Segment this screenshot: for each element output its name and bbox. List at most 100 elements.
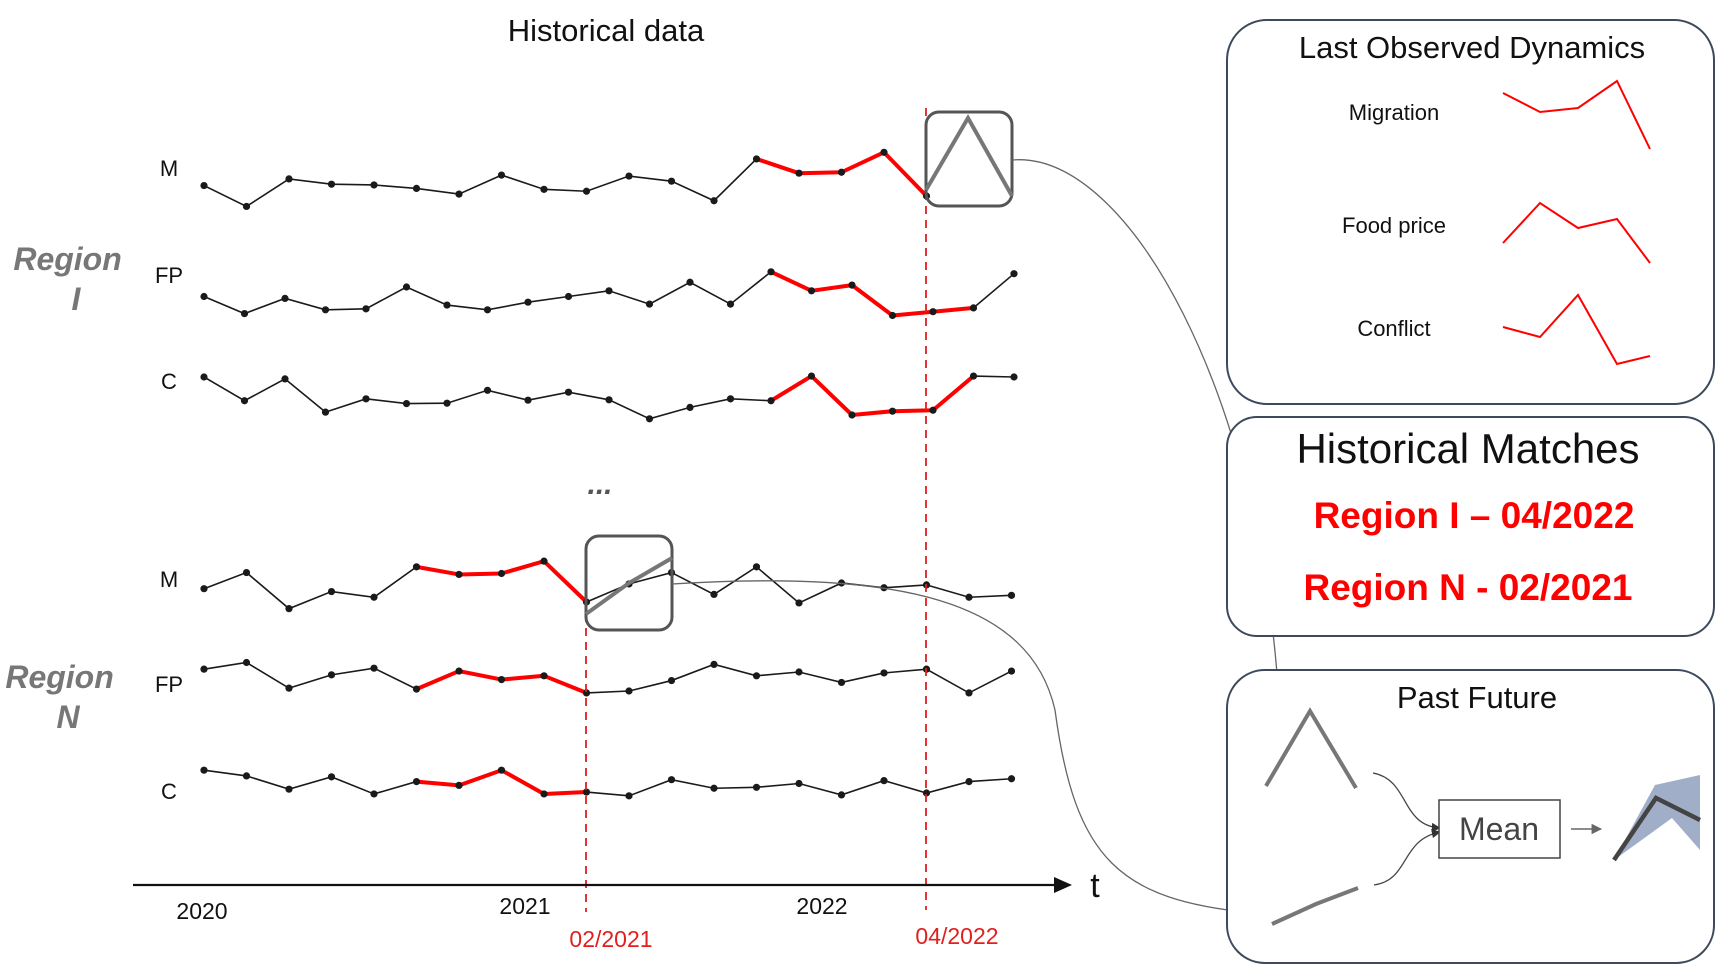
series-point-region-n-fp: [795, 668, 803, 676]
series-point-region-n-fp: [582, 689, 591, 697]
series-point-region-n-fp: [625, 687, 633, 695]
series-point-region-n-c: [582, 788, 591, 796]
year-label-2021: 2021: [499, 893, 550, 919]
series-point-region-n-fp: [412, 685, 421, 693]
series-point-region-1-fp: [524, 298, 532, 306]
series-point-region-n-c: [667, 776, 676, 784]
historical-matches-panel-frame: [1226, 416, 1715, 637]
snippet-box-region-n: [584, 534, 674, 632]
past-future-title: Past Future: [1397, 680, 1557, 715]
series-line-region-1-m: [203, 151, 928, 208]
series-point-region-1-fp: [1010, 270, 1018, 278]
series-point-region-1-fp: [362, 305, 370, 313]
series-point-region-n-c: [242, 772, 251, 780]
snippet-box-region-1-curve: [924, 113, 1014, 197]
series-point-region-n-m: [965, 593, 973, 601]
series-line-region-n-c: [203, 769, 1012, 797]
series-point-region-n-c: [412, 778, 421, 786]
series-point-region-1-m: [242, 202, 251, 211]
series-point-region-n-c: [540, 790, 548, 798]
series-point-region-n-m: [710, 590, 718, 599]
ellipsis: ...: [587, 468, 612, 501]
series-point-region-n-c: [752, 783, 761, 791]
series-point-region-n-m: [497, 569, 506, 578]
series-point-region-n-c: [1007, 775, 1016, 783]
region-label-n-line-1: Region: [5, 659, 113, 695]
series-point-region-n-m: [412, 563, 421, 571]
series-point-region-1-fp: [726, 300, 735, 308]
series-point-region-n-c: [455, 781, 463, 790]
series-point-region-1-c: [929, 406, 937, 414]
past-future-panel: Past Future Mean: [1226, 669, 1715, 964]
series-point-region-1-fp: [443, 301, 451, 309]
last-observed-item-migration: Migration: [1349, 100, 1439, 125]
series-labels: M FP C M FP C: [155, 156, 183, 804]
series-point-region-n-m: [880, 584, 888, 592]
series-point-region-1-m: [625, 172, 633, 180]
series-point-region-1-fp: [564, 292, 573, 301]
series-point-region-1-fp: [240, 310, 249, 318]
series-point-region-1-m: [880, 148, 888, 156]
series-point-region-n-fp: [327, 671, 336, 679]
snippet-box-region-1-frame: [924, 110, 1014, 208]
series-point-region-1-c: [645, 415, 654, 423]
series-point-region-1-c: [686, 403, 694, 411]
series-label-region-n-fp: FP: [155, 672, 183, 697]
snippet-box-region-1: [924, 110, 1014, 208]
forecast-uncertainty-band: [1614, 775, 1700, 860]
series-point-region-1-m: [455, 190, 463, 198]
series-point-region-1-c: [402, 400, 411, 408]
series-point-region-1-fp: [321, 306, 330, 314]
past-future-curve-1: [1264, 707, 1358, 790]
series-line-region-n-fp: [203, 661, 1012, 694]
connector-region-n-to-past-future: [671, 580, 1254, 917]
series-point-region-1-m: [285, 175, 293, 183]
series-point-region-1-fp: [807, 287, 816, 295]
series-point-region-1-c: [524, 396, 532, 404]
series-point-region-n-c: [327, 773, 336, 781]
time-axis-label: t: [1090, 867, 1100, 905]
series-point-region-n-m: [242, 568, 251, 577]
mean-box: [1438, 799, 1561, 859]
series-point-region-n-m: [540, 557, 548, 565]
series-point-region-n-fp: [200, 665, 208, 673]
series-point-region-n-fp: [752, 672, 761, 680]
snippet-box-region-n-curve: [584, 556, 674, 616]
series-point-region-1-fp: [767, 268, 775, 276]
series-point-region-1-m: [710, 197, 718, 205]
series-point-region-n-c: [795, 779, 803, 788]
past-future-merge-arrow-2: [1373, 829, 1441, 886]
series-point-region-1-c: [1010, 373, 1018, 381]
series-point-region-1-c: [240, 397, 249, 405]
series-point-region-1-c: [726, 395, 735, 403]
series-point-region-1-fp: [402, 283, 411, 291]
series-point-region-1-m: [497, 171, 506, 179]
region-label-1-line-1: Region: [13, 241, 121, 277]
series-highlight-region-n-m: [416, 559, 588, 604]
series-point-region-n-c: [497, 766, 506, 774]
series-point-region-n-c: [965, 778, 973, 786]
series-point-region-n-fp: [285, 684, 293, 692]
series-point-region-1-c: [564, 388, 573, 396]
series-point-region-n-c: [837, 791, 846, 799]
match-date-04-2022: 04/2022: [915, 923, 998, 949]
series-point-region-n-fp: [837, 678, 846, 687]
series-point-region-n-c: [370, 790, 378, 798]
series-label-region-1-fp: FP: [155, 263, 183, 288]
series-point-region-1-fp: [686, 278, 694, 286]
forecast-mean-line: [1612, 795, 1702, 862]
series-point-region-1-c: [605, 396, 613, 404]
series-point-region-n-fp: [497, 676, 506, 684]
series-point-region-1-m: [752, 155, 761, 163]
series-point-region-1-c: [321, 408, 330, 416]
match-date-02-2021: 02/2021: [569, 926, 652, 952]
last-observed-title: Last Observed Dynamics: [1299, 30, 1645, 65]
diagram-title: Historical data: [508, 13, 705, 48]
series-point-region-n-fp: [455, 667, 463, 675]
series-point-region-n-fp: [540, 672, 548, 680]
past-future-curve-2: [1271, 886, 1359, 926]
series-point-region-1-m: [327, 180, 336, 188]
series-point-region-n-fp: [242, 658, 251, 667]
series-point-region-1-m: [540, 185, 548, 193]
series-point-region-1-fp: [848, 281, 856, 289]
